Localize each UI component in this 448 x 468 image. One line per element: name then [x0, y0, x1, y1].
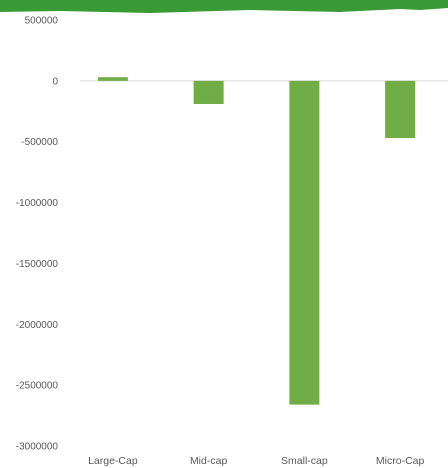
y-tick-label: -2000000	[16, 320, 59, 331]
y-axis-ticks: 500000 0 -500000 -1000000 -1500000 -2000000 -2…	[16, 16, 59, 453]
y-tick-label: -3000000	[16, 442, 59, 453]
y-tick-label: -1000000	[16, 198, 59, 209]
bar-micro-cap	[385, 80, 416, 139]
bar-mid-cap	[193, 80, 224, 104]
bar-large-cap	[97, 77, 128, 81]
x-tick-label: Small-cap	[281, 455, 328, 467]
bar-small-cap	[289, 80, 320, 405]
y-tick-label: -500000	[21, 137, 58, 148]
x-axis-labels: Large-Cap Mid-cap Small-cap Micro-Cap	[88, 455, 424, 467]
bars	[97, 77, 416, 405]
y-tick-label: -2500000	[16, 381, 59, 392]
x-tick-label: Large-Cap	[88, 455, 138, 467]
x-tick-label: Micro-Cap	[376, 455, 425, 467]
y-tick-label: 0	[52, 76, 58, 87]
y-tick-label: -1500000	[16, 259, 59, 270]
x-tick-label: Mid-cap	[190, 455, 228, 467]
decorative-green-banner	[0, 0, 448, 13]
y-tick-label: 500000	[25, 16, 59, 27]
